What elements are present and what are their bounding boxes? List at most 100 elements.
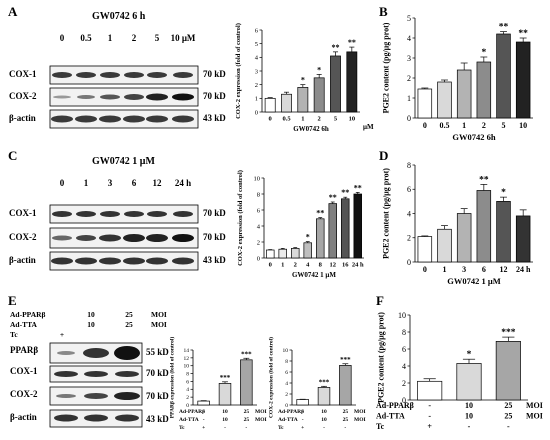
x-tick-label: 2 [318,116,321,123]
bar [303,242,312,259]
x-tick-label: 1 [462,121,466,130]
blot-a-dose: 2 [132,33,137,43]
x-axis-label: GW0742 1 μM [447,276,500,286]
band [54,371,78,377]
panel-letter-a: A [8,4,18,19]
bar [264,97,276,113]
bar [240,359,253,406]
y-axis-label: COX-2 expression (fold of control) [268,337,275,418]
bar [476,61,492,119]
significance-label: ** [348,38,356,47]
band [124,211,144,217]
band [100,211,120,217]
x-tick-label: 0 [269,116,272,123]
x-tick-label: 12 [330,262,337,269]
bar [353,193,362,259]
x-tick-label: 0.5 [440,121,450,130]
bar [328,203,337,259]
blot-c-dose: 12 [153,178,163,188]
y-tick-label: 6 [285,370,288,376]
condition-row-label: Tc [179,425,185,431]
condition-value: - [428,412,431,421]
bar [476,190,492,263]
blot-e-cond-label: Ad-PPARβ [10,310,46,319]
condition-row-label: Ad-PPARβ [278,409,304,415]
bar [495,341,521,401]
condition-unit: MOI [255,417,267,423]
band [115,414,139,422]
y-tick-label: 6 [255,27,259,34]
y-tick-label: 10 [254,175,261,182]
condition-value: 25 [343,417,349,423]
blot-c-kd: 70 kD [203,232,226,242]
panel-letter-f: F [376,293,384,308]
bar [313,77,325,113]
y-tick-label: 2 [407,74,411,83]
bar [456,213,472,263]
blot-e-cond-unit: MOI [151,310,167,319]
band [54,414,78,422]
significance-label: * [481,48,486,58]
x-axis-label: GW0742 6h [452,132,495,142]
y-tick-label: 4 [257,223,261,230]
band [173,211,193,217]
band [146,257,168,265]
bar [515,41,531,119]
band [84,371,108,377]
y-tick-label: 3 [407,54,411,63]
y-tick-label: 4 [186,387,189,393]
y-tick-label: 0 [285,403,288,409]
chart-a-cox2: 0 1 2 3 4 5 6 COX-2 expression (fold of control… [235,23,374,133]
bar [417,380,443,401]
significance-label: ** [341,188,349,197]
x-tick-label: 0 [423,121,427,130]
x-tick-label: 10 [349,116,356,123]
bar [296,399,309,406]
condition-value: 25 [244,409,250,415]
y-axis-label: PPARβ expression (fold of control) [169,337,176,419]
bar [496,33,511,119]
blot-a-dose: 1 [108,33,113,43]
condition-value: 10 [321,417,327,423]
band [76,235,96,241]
y-tick-label: 6 [186,379,189,385]
y-tick-label: 5 [407,14,411,23]
y-tick-label: 6 [407,185,411,194]
x-tick-label: 24 h [352,262,364,269]
y-tick-label: 0 [407,258,411,267]
chart-d-pge2: 0 2 4 6 8 PGE2 content (pg/μg prot) 0 1 3 ** 6 * 12 2… [382,161,533,286]
y-tick-label: 5 [255,41,258,48]
y-axis-label: COX-2 expression (fold of control) [237,170,244,266]
bar [266,249,275,259]
condition-row-label: Ad-TTA [179,417,199,423]
blot-e-kd: 70 kD [146,368,169,378]
y-tick-label: 0 [257,255,260,262]
x-unit-label: μM [363,123,374,131]
y-tick-label: 6 [402,345,406,354]
band [100,94,120,100]
band [172,93,194,101]
significance-label: ** [479,175,489,185]
condition-value: 10 [465,412,473,421]
condition-value: 10 [465,401,473,410]
x-tick-label: 0 [269,262,272,269]
band [99,115,121,123]
y-tick-label: 10 [184,364,190,370]
y-tick-label: 8 [407,161,411,170]
condition-value: + [427,422,432,431]
band [51,257,73,265]
blot-c-row-label: COX-1 [9,208,37,218]
condition-value: - [224,425,226,431]
condition-row-label: Tc [278,425,284,431]
band [52,235,72,241]
condition-row-label: Ad-TTA [278,417,298,423]
blot-a-kd: 43 kD [203,113,226,123]
y-tick-label: 2 [402,379,406,388]
y-tick-label: 10 [283,348,289,354]
bar [341,198,350,259]
band [172,257,194,265]
band [84,393,108,399]
band [53,95,71,99]
